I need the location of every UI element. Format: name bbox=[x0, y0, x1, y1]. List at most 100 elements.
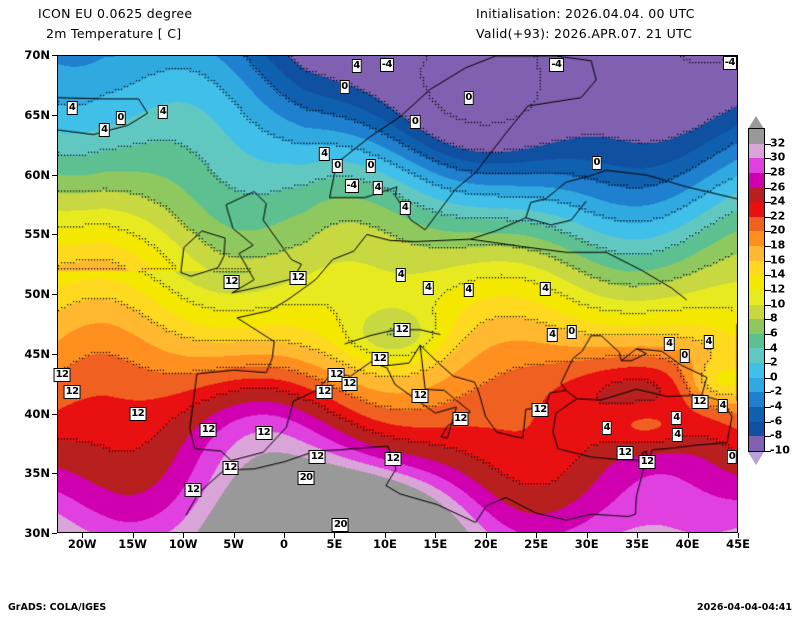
y-tick-label: 30N bbox=[24, 526, 50, 540]
colorbar-tickmark bbox=[765, 202, 771, 204]
colorbar-tickmark bbox=[765, 377, 771, 379]
colorbar-band bbox=[749, 392, 764, 407]
contour-label: 12 bbox=[638, 455, 656, 470]
contour-label: 12 bbox=[616, 445, 634, 460]
colorbar-tick-label: 0 bbox=[770, 370, 778, 384]
contour-label: 4 bbox=[540, 282, 551, 297]
colorbar-tick-label: 14 bbox=[770, 267, 786, 281]
colorbar-tickmark bbox=[765, 363, 771, 365]
contour-label: 4 bbox=[547, 327, 558, 342]
contour-label: 12 bbox=[184, 482, 202, 497]
colorbar-tickmark bbox=[765, 158, 771, 160]
colorbar-band bbox=[749, 377, 764, 393]
x-tick-label: 25E bbox=[524, 537, 549, 551]
contour-label: 4 bbox=[671, 411, 682, 426]
colorbar-band bbox=[749, 304, 764, 320]
colorbar-band bbox=[749, 246, 764, 261]
colorbar-tickmark bbox=[765, 436, 771, 438]
y-tickmark bbox=[52, 533, 57, 534]
contour-label: 12 bbox=[63, 384, 81, 399]
y-tickmark bbox=[52, 413, 57, 415]
colorbar-tickmark bbox=[765, 333, 771, 335]
y-tickmark bbox=[52, 174, 57, 176]
colorbar-tickmark bbox=[765, 392, 771, 394]
contour-label: 12 bbox=[222, 461, 239, 476]
colorbar-tickmark bbox=[765, 304, 771, 306]
x-tick-label: 5E bbox=[326, 537, 343, 551]
y-tickmark bbox=[52, 234, 57, 236]
contour-label: -4 bbox=[722, 56, 737, 71]
contour-label: 12 bbox=[53, 368, 71, 383]
colorbar-tickmark bbox=[765, 275, 771, 277]
x-tick-label: 10E bbox=[372, 537, 397, 551]
model-title: ICON EU 0.0625 degree bbox=[38, 6, 193, 21]
contour-label: 12 bbox=[308, 449, 326, 464]
colorbar-tickmark bbox=[765, 187, 771, 189]
colorbar-tick-label: 2 bbox=[770, 355, 778, 369]
colorbar-tickmark bbox=[765, 451, 771, 452]
contour-label: 4 bbox=[372, 180, 384, 195]
y-tick-label: 45N bbox=[24, 346, 50, 361]
y-tickmark bbox=[52, 353, 57, 355]
colorbar-tickmark bbox=[765, 407, 771, 409]
x-tickmark bbox=[82, 533, 84, 538]
colorbar-band bbox=[749, 129, 764, 144]
contour-label: -4 bbox=[344, 179, 359, 194]
colorbar-tick-label: 30 bbox=[770, 150, 786, 164]
contour-label: 4 bbox=[664, 337, 675, 352]
colorbar-tickmark bbox=[765, 421, 771, 423]
contour-label: 12 bbox=[255, 425, 273, 440]
contour-label: 12 bbox=[315, 384, 333, 399]
x-tickmark bbox=[334, 533, 336, 538]
contour-label: 0 bbox=[679, 349, 690, 364]
contour-label: 0 bbox=[339, 80, 350, 95]
colorbar-tick-label: 12 bbox=[770, 282, 786, 296]
colorbar-tick-label: 16 bbox=[770, 253, 786, 267]
colorbar-band bbox=[749, 289, 764, 305]
colorbar-tick-label: 4 bbox=[770, 341, 778, 355]
contour-label: 12 bbox=[452, 412, 470, 427]
colorbar-tick-label: 32 bbox=[770, 136, 786, 150]
initialisation-label: Initialisation: 2026.04.04. 00 UTC bbox=[476, 6, 695, 21]
contour-label: 0 bbox=[591, 155, 602, 170]
x-tickmark bbox=[738, 533, 739, 538]
contour-label: 0 bbox=[566, 325, 577, 340]
colorbar-band bbox=[749, 202, 764, 217]
colorbar-band bbox=[749, 187, 764, 203]
x-tickmark bbox=[435, 533, 437, 538]
x-tickmark bbox=[233, 533, 235, 538]
colorbar-tickmark bbox=[765, 260, 771, 262]
colorbar-band bbox=[749, 216, 764, 232]
contour-label: 4 bbox=[319, 147, 330, 162]
colorbar-arrow-top bbox=[748, 116, 764, 129]
x-tick-label: 20W bbox=[67, 537, 97, 551]
colorbar-band bbox=[749, 406, 764, 422]
x-tick-label: 0 bbox=[279, 537, 289, 551]
contour-label: 20 bbox=[297, 471, 315, 486]
x-tick-label: 40E bbox=[675, 537, 700, 551]
y-tickmark bbox=[52, 55, 57, 56]
contour-label: 0 bbox=[463, 91, 474, 106]
colorbar-tick-label: 10 bbox=[770, 297, 786, 311]
contour-label: -4 bbox=[549, 57, 564, 72]
contour-label: 4 bbox=[157, 105, 169, 120]
colorbar-tick-label: 6 bbox=[770, 326, 778, 340]
x-tick-label: 30E bbox=[574, 537, 599, 551]
valid-time-label: Valid(+93): 2026.APR.07. 21 UTC bbox=[476, 26, 693, 41]
grads-credit: GrADS: COLA/IGES bbox=[8, 602, 107, 613]
colorbar-band bbox=[749, 158, 764, 173]
colorbar-tick-label: -2 bbox=[770, 384, 783, 398]
colorbar-tick-label: 22 bbox=[770, 209, 786, 223]
contour-label: 12 bbox=[371, 351, 389, 366]
contour-label: 12 bbox=[289, 271, 307, 286]
colorbar-tick-label: -6 bbox=[770, 414, 783, 428]
contour-label: 0 bbox=[332, 159, 343, 174]
contour-label: 0 bbox=[115, 111, 126, 126]
colorbar-tickmark bbox=[765, 172, 771, 174]
colorbar-band bbox=[749, 231, 764, 246]
colorbar-tick-label: 18 bbox=[770, 238, 786, 252]
y-tickmark bbox=[52, 473, 57, 475]
colorbar-tick-label: 20 bbox=[770, 223, 786, 237]
contour-label: 0 bbox=[365, 159, 376, 174]
contour-label: 4 bbox=[423, 281, 434, 296]
